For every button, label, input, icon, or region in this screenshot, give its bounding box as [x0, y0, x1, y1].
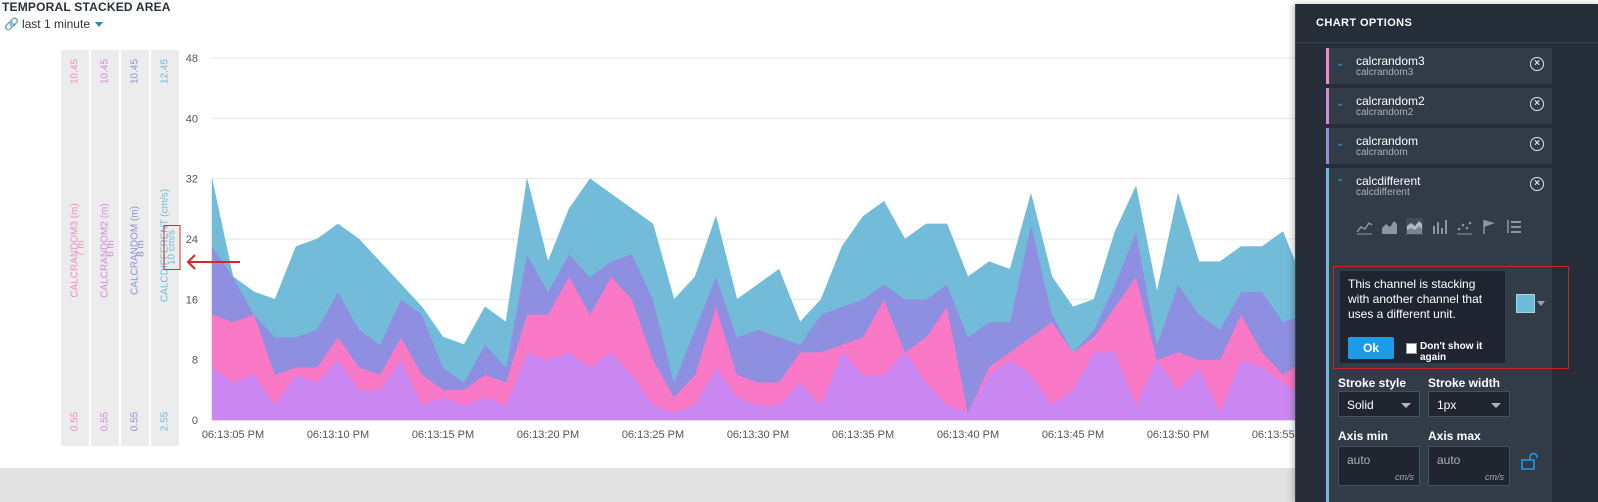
chevron-down-icon[interactable]: ⌄ [1336, 98, 1345, 109]
axis-min-label: Axis min [1338, 429, 1389, 443]
stroke-style-select[interactable]: Solid [1338, 391, 1420, 417]
chevron-down-icon [1401, 403, 1411, 408]
chevron-down-icon[interactable]: ⌄ [1336, 138, 1345, 149]
channel-name: calcdifferent [1356, 174, 1421, 188]
chevron-down-icon [1491, 403, 1501, 408]
channel-header-calcdifferent[interactable]: ⌃ calcdifferent calcdifferent × [1326, 168, 1552, 204]
x-tick-label: 06:13:40 PM [937, 429, 999, 441]
scatter-icon[interactable] [1456, 218, 1473, 235]
ok-button[interactable]: Ok [1348, 337, 1394, 359]
channel-sub: calcrandom2 [1356, 107, 1414, 118]
y-tick-label: 16 [186, 294, 198, 306]
x-tick-label: 06:13:45 PM [1042, 429, 1104, 441]
dont-show-label: Don't show it again [1420, 341, 1483, 363]
x-tick-label: 06:13:05 PM [202, 429, 264, 441]
axis-strip-calcdifferent[interactable]: 12.45 CALCDIFFERENT (cm/s) 10 cm/s 2.55 [151, 50, 180, 446]
stroke-width-label: Stroke width [1428, 376, 1501, 390]
line-chart-icon[interactable] [1356, 218, 1373, 235]
chart-series [211, 178, 1300, 421]
channel-item-calcrandom3[interactable]: ⌄ calcrandom3 calcrandom3 × [1326, 48, 1552, 84]
chevron-down-icon[interactable]: ⌄ [1336, 58, 1345, 69]
flag-icon[interactable] [1481, 218, 1498, 235]
arrow-head [186, 254, 196, 270]
channel-color-bar [1326, 168, 1329, 204]
dont-show-checkbox[interactable] [1406, 343, 1417, 354]
y-tick-label: 40 [186, 113, 198, 125]
channel-color-bar [1326, 171, 1329, 502]
chevron-up-icon[interactable]: ⌃ [1336, 178, 1345, 189]
unit-label: cm/s [1485, 472, 1504, 482]
axis-strip-calcrandom2[interactable]: 10.45 CALCRANDOM2 (m) 6 m 0.55 [91, 50, 119, 446]
axis-strip-calcrandom[interactable]: 10.45 CALCRANDOM (m) 8 m 0.55 [121, 50, 149, 446]
channel-item-calcrandom[interactable]: ⌄ calcrandom calcrandom × [1326, 128, 1552, 164]
x-tick-label: 06:13:35 PM [832, 429, 894, 441]
axis-max-placeholder: auto [1437, 453, 1461, 467]
channel-sub: calcrandom [1356, 147, 1408, 158]
link-icon: 🔗 [4, 17, 19, 31]
remove-icon[interactable]: × [1530, 57, 1544, 71]
axis-min-input[interactable]: auto cm/s [1338, 446, 1420, 486]
list-icon[interactable] [1506, 218, 1523, 235]
chevron-down-icon [95, 21, 103, 27]
y-tick-label: 48 [186, 53, 198, 65]
channel-name: calcrandom2 [1356, 94, 1425, 108]
unit-warning: This channel is stacking with another ch… [1333, 266, 1569, 369]
chevron-down-icon[interactable] [1537, 301, 1545, 306]
chart-options-panel: CHART OPTIONS ⌄ calcrandom3 calcrandom3 … [1295, 4, 1598, 502]
color-swatch[interactable] [1516, 294, 1535, 313]
channel-color-bar [1326, 48, 1329, 84]
x-tick-label: 06:13:25 PM [622, 429, 684, 441]
series-area-calcdifferent [211, 178, 1300, 384]
channel-color-bar [1326, 128, 1329, 164]
remove-icon[interactable]: × [1530, 137, 1544, 151]
warning-box: This channel is stacking with another ch… [1340, 271, 1505, 363]
axis-max-label: Axis max [1428, 429, 1481, 443]
area-chart-icon[interactable] [1381, 218, 1398, 235]
stroke-width-select[interactable]: 1px [1428, 391, 1510, 417]
channel-item-calcrandom2[interactable]: ⌄ calcrandom2 calcrandom2 × [1326, 88, 1552, 124]
x-tick-label: 06:13:20 PM [517, 429, 579, 441]
stroke-width-value: 1px [1437, 398, 1457, 412]
panel-title: CHART OPTIONS [1296, 4, 1598, 43]
y-axis-ticks: 0 8 16 24 32 40 48 [186, 53, 198, 427]
y-tick-label: 32 [186, 174, 198, 186]
time-range-label: last 1 minute [21, 17, 90, 31]
lock-icon[interactable] [1520, 452, 1538, 470]
x-tick-label: 06:13:50 PM [1147, 429, 1209, 441]
red-arrow-annotation [186, 254, 240, 270]
x-tick-label: 06:13:10 PM [307, 429, 369, 441]
channel-sub: calcrandom3 [1356, 67, 1414, 78]
axis-strip-calcrandom3[interactable]: 10.45 CALCRANDOM3 (m) 7 m 0.55 [61, 50, 89, 446]
bar-chart-icon[interactable] [1431, 218, 1448, 235]
x-tick-label: 06:13:30 PM [727, 429, 789, 441]
warning-message: This channel is stacking with another ch… [1348, 277, 1483, 321]
x-tick-label: 06:13:15 PM [412, 429, 474, 441]
stacked-area-icon[interactable] [1406, 218, 1423, 235]
channel-name: calcrandom3 [1356, 54, 1425, 68]
time-range-selector[interactable]: 🔗 last 1 minute [4, 17, 103, 31]
remove-icon[interactable]: × [1530, 97, 1544, 111]
x-axis-ticks: 06:13:05 PM 06:13:10 PM 06:13:15 PM 06:13:2… [202, 429, 1300, 441]
y-tick-label: 0 [192, 415, 198, 427]
axis-min-placeholder: auto [1347, 453, 1371, 467]
x-tick-label: 06:13:55 PM [1252, 429, 1300, 441]
remove-icon[interactable]: × [1530, 177, 1544, 191]
axis-max-input[interactable]: auto cm/s [1428, 446, 1510, 486]
page-title: TEMPORAL STACKED AREA [2, 0, 171, 14]
chart-type-icons [1356, 218, 1523, 235]
channel-name: calcrandom [1356, 134, 1419, 148]
stroke-style-label: Stroke style [1338, 376, 1407, 390]
stroke-style-value: Solid [1347, 398, 1374, 412]
channel-color-bar [1326, 88, 1329, 124]
y-tick-label: 24 [186, 234, 198, 246]
unit-label: cm/s [1395, 472, 1414, 482]
y-tick-label: 8 [192, 355, 198, 367]
channel-sub: calcdifferent [1356, 187, 1410, 198]
